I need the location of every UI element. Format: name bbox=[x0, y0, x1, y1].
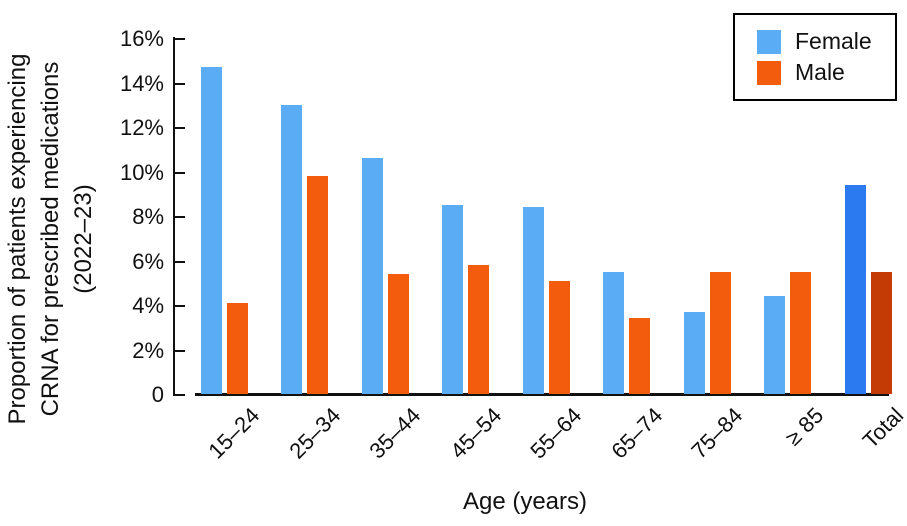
x-tick-label: Total bbox=[857, 402, 907, 454]
y-tick-mark bbox=[175, 127, 185, 129]
x-tick-label: ≥ 85 bbox=[779, 402, 828, 451]
x-tick-label: 25–34 bbox=[283, 402, 345, 464]
y-tick-label: 16% bbox=[119, 26, 164, 51]
bar-female-Total bbox=[844, 185, 866, 394]
y-tick-mark bbox=[175, 394, 185, 396]
bar-female-7584 bbox=[683, 312, 705, 394]
bar-male-3544 bbox=[387, 274, 409, 394]
legend-row-male: Male bbox=[757, 57, 895, 88]
bar-female-5564 bbox=[522, 207, 544, 394]
bar-male-4554 bbox=[468, 265, 489, 394]
y-tick-mark bbox=[175, 171, 185, 174]
y-tick-label: 12% bbox=[119, 115, 164, 140]
x-tick-label: 75–84 bbox=[686, 402, 748, 464]
y-tick-mark bbox=[175, 38, 185, 40]
legend: Female Male bbox=[733, 13, 897, 101]
legend-row-female: Female bbox=[757, 26, 895, 57]
bar-female-6574 bbox=[603, 272, 624, 394]
bar-female-1524 bbox=[200, 67, 222, 394]
bar-male-Total bbox=[870, 272, 892, 394]
x-tick-label: 15–24 bbox=[203, 402, 265, 464]
x-axis-line bbox=[195, 393, 889, 396]
y-tick-label: 14% bbox=[119, 70, 164, 96]
bar-male-1524 bbox=[226, 303, 248, 394]
x-tick-label: 65–74 bbox=[605, 402, 667, 464]
x-tick-label: 55–64 bbox=[525, 402, 587, 464]
bar-male-7584 bbox=[709, 272, 731, 394]
female-swatch-icon bbox=[757, 29, 781, 54]
y-tick-label: 6% bbox=[132, 248, 164, 274]
y-tick-mark bbox=[175, 260, 185, 263]
y-tick-mark bbox=[175, 305, 185, 307]
legend-label-male: Male bbox=[795, 59, 845, 85]
bar-male-6574 bbox=[629, 318, 650, 394]
bar-female-85 bbox=[764, 296, 785, 394]
y-tick-label: 10% bbox=[119, 159, 164, 185]
bar-male-5564 bbox=[548, 281, 570, 394]
bar-female-4554 bbox=[442, 205, 463, 394]
y-tick-mark bbox=[175, 82, 185, 85]
y-tick-mark bbox=[175, 349, 185, 352]
y-axis-title-line1: Proportion of patients experiencing bbox=[4, 53, 31, 425]
bar-female-2534 bbox=[281, 105, 302, 394]
y-tick-label: 4% bbox=[132, 293, 164, 318]
male-swatch-icon bbox=[757, 60, 781, 85]
y-tick-label: 8% bbox=[132, 204, 164, 229]
bar-male-2534 bbox=[307, 176, 328, 394]
y-tick-label: 2% bbox=[132, 337, 164, 363]
legend-label-female: Female bbox=[795, 28, 872, 54]
x-axis-title: Age (years) bbox=[462, 488, 588, 515]
y-tick-label: 0 bbox=[151, 382, 164, 407]
x-tick-label: 35–44 bbox=[364, 402, 426, 464]
x-tick-label: 45–54 bbox=[444, 402, 506, 464]
bar-male-85 bbox=[790, 272, 811, 394]
y-axis-line bbox=[173, 37, 175, 396]
y-tick-mark bbox=[175, 216, 185, 218]
bar-female-3544 bbox=[361, 158, 383, 394]
